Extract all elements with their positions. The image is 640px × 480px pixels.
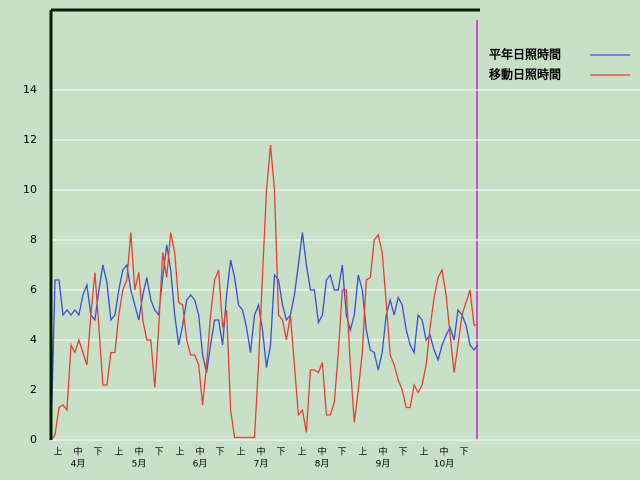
series-line	[50, 232, 479, 441]
x-tick-label: 上	[419, 447, 428, 458]
x-tick-label: 下	[93, 448, 102, 458]
y-tick-label: 14	[23, 83, 37, 96]
x-tick-label: 中	[134, 446, 143, 458]
x-tick-label: 下	[337, 448, 346, 458]
x-tick-label: 中	[439, 446, 448, 458]
x-group-label: 7月	[254, 459, 269, 470]
y-tick-label: 6	[30, 283, 37, 296]
legend-label: 移動日照時間	[489, 67, 561, 82]
x-tick-label: 上	[175, 447, 184, 458]
y-tick-label: 4	[30, 333, 37, 346]
x-tick-label: 上	[297, 447, 306, 458]
y-tick-label: 2	[30, 383, 37, 396]
x-group-label: 4月	[71, 459, 86, 470]
x-group-label: 8月	[315, 459, 330, 470]
x-group-label: 6月	[193, 459, 208, 470]
x-tick-label: 上	[236, 447, 245, 458]
x-tick-label: 上	[114, 447, 123, 458]
x-tick-label: 中	[378, 446, 387, 458]
y-tick-label: 10	[23, 183, 37, 196]
y-tick-label: 8	[30, 233, 37, 246]
x-tick-label: 下	[398, 448, 407, 458]
x-group-label: 5月	[132, 459, 147, 470]
x-group-label: 10月	[434, 459, 454, 470]
series-line	[50, 144, 478, 441]
x-tick-label: 中	[73, 446, 82, 458]
x-tick-label: 中	[195, 446, 204, 458]
x-tick-label: 下	[459, 448, 468, 458]
x-group-label: 9月	[376, 459, 391, 470]
x-tick-label: 中	[317, 446, 326, 458]
x-tick-label: 下	[154, 448, 163, 458]
legend-label: 平年日照時間	[489, 47, 561, 62]
x-tick-label: 上	[53, 447, 62, 458]
y-tick-label: 0	[30, 433, 37, 446]
x-tick-label: 下	[276, 448, 285, 458]
x-tick-label: 上	[358, 447, 367, 458]
y-tick-label: 12	[23, 133, 37, 146]
x-tick-label: 中	[256, 446, 265, 458]
x-tick-label: 下	[215, 448, 224, 458]
